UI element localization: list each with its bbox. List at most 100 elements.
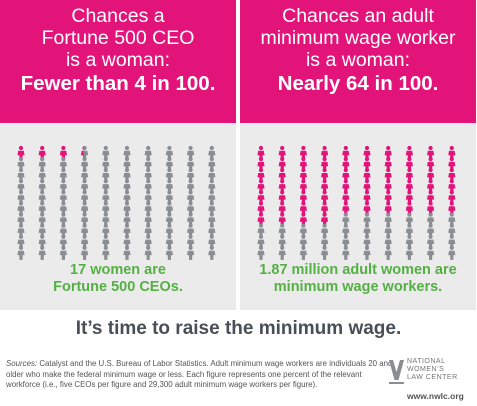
person-icon	[81, 190, 89, 205]
ceo-figure-grid	[0, 0, 236, 310]
person-icon	[427, 190, 435, 205]
person-icon	[102, 201, 110, 216]
person-icon	[278, 190, 286, 205]
person-icon	[384, 245, 392, 260]
person-icon	[208, 179, 216, 194]
minimum-wage-panel: Chances an adult minimum wage worker is …	[240, 0, 476, 310]
person-icon	[384, 145, 392, 160]
wage-caption: 1.87 million adult women are minimum wag…	[240, 262, 476, 296]
wage-question-line-3: is a woman:	[305, 49, 411, 71]
person-icon	[342, 179, 350, 194]
person-icon	[187, 157, 195, 172]
person-icon	[165, 145, 173, 160]
person-icon	[102, 212, 110, 227]
headline: It’s time to raise the minimum wage.	[75, 318, 402, 339]
person-icon	[144, 201, 152, 216]
person-icon	[208, 168, 216, 183]
person-icon	[321, 223, 329, 238]
person-icon	[102, 145, 110, 160]
person-icon	[38, 168, 46, 183]
logo-line-1: NATIONAL	[407, 358, 446, 365]
person-icon	[427, 145, 435, 160]
person-icon	[59, 157, 67, 172]
person-icon	[342, 212, 350, 227]
person-icon	[363, 212, 371, 227]
person-icon	[165, 179, 173, 194]
person-icon	[123, 168, 131, 183]
person-icon	[165, 168, 173, 183]
person-icon	[384, 168, 392, 183]
person-icon	[299, 190, 307, 205]
person-icon	[165, 245, 173, 260]
ceo-figure-grid-svg	[17, 145, 216, 260]
person-icon	[81, 179, 89, 194]
person-icon	[299, 201, 307, 216]
logo-wordmark: NATIONAL WOMEN’S LAW CENTER	[407, 358, 458, 381]
person-icon	[102, 168, 110, 183]
person-icon	[321, 201, 329, 216]
person-icon	[81, 223, 89, 238]
person-icon	[208, 157, 216, 172]
wage-figure-grid-svg	[257, 145, 456, 260]
person-icon	[342, 234, 350, 249]
person-icon	[257, 201, 265, 216]
person-icon	[448, 223, 456, 238]
person-icon	[187, 201, 195, 216]
person-icon	[102, 179, 110, 194]
ceo-caption: 17 women are Fortune 500 CEOs.	[0, 262, 236, 296]
ceo-question-line-3: is a woman:	[65, 49, 171, 71]
person-icon	[59, 212, 67, 227]
person-icon	[448, 234, 456, 249]
person-icon	[38, 190, 46, 205]
person-icon	[278, 179, 286, 194]
person-icon	[102, 245, 110, 260]
person-icon	[363, 168, 371, 183]
person-icon	[257, 145, 265, 160]
person-icon	[405, 190, 413, 205]
person-icon	[384, 179, 392, 194]
person-icon	[427, 223, 435, 238]
person-icon	[187, 168, 195, 183]
person-icon	[17, 157, 25, 172]
person-icon	[208, 190, 216, 205]
person-icon	[187, 179, 195, 194]
person-icon	[257, 212, 265, 227]
person-icon	[81, 145, 89, 160]
person-icon	[59, 234, 67, 249]
person-icon	[59, 168, 67, 183]
person-icon	[208, 223, 216, 238]
person-icon	[257, 245, 265, 260]
person-icon	[187, 234, 195, 249]
person-icon	[165, 157, 173, 172]
sources-note: Sources: Catalyst and the U.S. Bureau of…	[6, 359, 392, 391]
minimum-wage-panel-header: Chances an adult minimum wage worker is …	[240, 0, 476, 123]
person-icon	[448, 245, 456, 260]
person-icon	[448, 201, 456, 216]
person-icon	[299, 234, 307, 249]
person-icon	[17, 190, 25, 205]
person-icon	[81, 212, 89, 227]
person-icon	[299, 212, 307, 227]
person-icon	[427, 157, 435, 172]
ceo-panel-header: Chances a Fortune 500 CEO is a woman: Fe…	[0, 0, 236, 123]
person-icon	[144, 245, 152, 260]
nwlc-logo-icon	[389, 360, 404, 384]
person-icon	[123, 223, 131, 238]
person-icon	[405, 168, 413, 183]
person-icon	[342, 201, 350, 216]
wage-question-line-2: minimum wage worker	[260, 27, 456, 49]
person-icon	[17, 145, 25, 160]
person-icon	[363, 190, 371, 205]
person-icon	[123, 190, 131, 205]
person-icon	[321, 190, 329, 205]
person-icon	[38, 179, 46, 194]
person-icon	[321, 234, 329, 249]
person-icon	[299, 245, 307, 260]
person-icon	[278, 157, 286, 172]
person-icon	[144, 190, 152, 205]
person-icon	[165, 201, 173, 216]
person-icon	[144, 168, 152, 183]
wage-caption-line-1: 1.87 million adult women are	[259, 262, 457, 278]
person-icon	[187, 245, 195, 260]
wage-answer: Nearly 64 in 100.	[277, 72, 439, 95]
